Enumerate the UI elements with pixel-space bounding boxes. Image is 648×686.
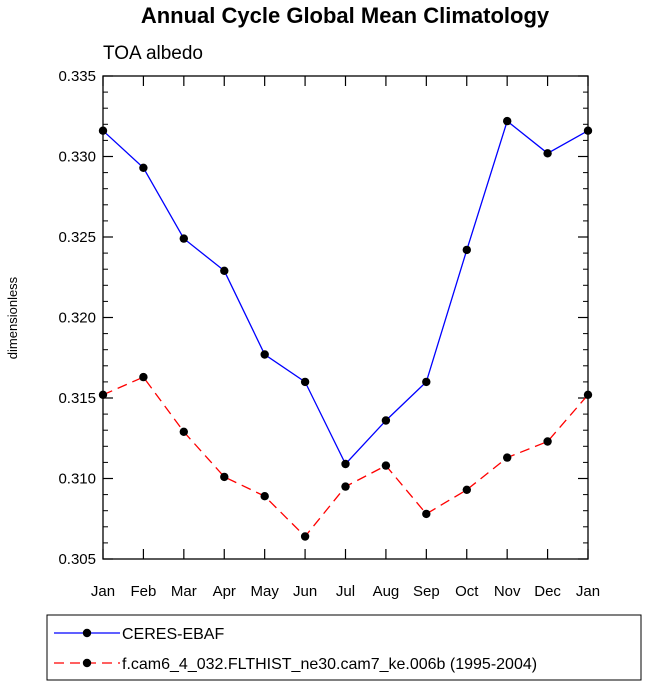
y-tick-label: 0.315 <box>58 390 96 407</box>
series-1-point <box>300 532 310 541</box>
x-tick-label: Oct <box>455 583 479 600</box>
x-tick-label: Aug <box>373 583 400 600</box>
series-1-point <box>220 472 229 482</box>
series-0-point <box>543 149 552 158</box>
series-1-point <box>381 461 391 470</box>
series-0-point <box>179 234 188 243</box>
x-tick-label: May <box>250 583 279 600</box>
series-1-point <box>462 485 471 494</box>
y-tick-label: 0.305 <box>58 551 96 568</box>
x-tick-label: Jun <box>293 583 317 600</box>
series-line-1 <box>102 376 589 538</box>
y-tick-label: 0.335 <box>58 68 96 85</box>
y-tick-label: 0.325 <box>58 229 96 246</box>
series-0-point <box>381 416 391 425</box>
legend-marker-model <box>82 658 92 668</box>
y-tick-label: 0.310 <box>58 471 96 488</box>
series-0-point <box>139 163 148 172</box>
x-tick-label: Jul <box>336 583 355 600</box>
series-1-point <box>341 482 350 491</box>
series-1-point <box>503 453 512 462</box>
legend-box <box>46 614 642 681</box>
y-tick-labels: 0.305 0.310 0.315 0.320 0.325 0.330 0.335 <box>58 68 96 568</box>
y-axis-label: dimensionless <box>5 276 20 359</box>
x-tick-labels: Jan Feb Mar Apr May Jun Jul Aug Sep Oct Nov Dec Jan <box>91 583 600 600</box>
series-1-point <box>179 427 188 436</box>
series-layer <box>98 116 593 541</box>
chart-title: Annual Cycle Global Mean Climatology <box>141 3 550 28</box>
legend: CERES-EBAF f.cam6_4_032.FLTHIST_ne30.cam… <box>46 614 642 681</box>
x-tick-label: Apr <box>213 583 236 600</box>
x-tick-label: Feb <box>130 583 156 600</box>
plot-frame <box>102 75 589 560</box>
x-tick-label: Sep <box>413 583 440 600</box>
series-0-point <box>462 245 471 255</box>
legend-label-ceres: CERES-EBAF <box>122 626 224 643</box>
series-1-point <box>260 492 269 501</box>
chart-subtitle: TOA albedo <box>103 43 203 64</box>
series-0-point <box>220 266 229 275</box>
series-0-point <box>503 116 512 126</box>
x-tick-label: Nov <box>494 583 521 600</box>
x-tick-label: Jan <box>91 583 115 600</box>
legend-label-model: f.cam6_4_032.FLTHIST_ne30.cam7_ke.006b (… <box>122 656 537 673</box>
series-1-point <box>422 509 431 519</box>
series-0-point <box>341 459 350 469</box>
series-0-point <box>422 377 431 387</box>
series-0-point <box>260 350 269 359</box>
x-tick-label: Mar <box>171 583 197 600</box>
series-line-0 <box>102 120 589 466</box>
x-tick-label: Dec <box>534 583 561 600</box>
y-tick-label: 0.320 <box>58 310 96 327</box>
series-1-point <box>139 372 148 382</box>
y-tick-label: 0.330 <box>58 149 96 166</box>
minor-ticks <box>103 91 588 544</box>
legend-marker-ceres <box>82 628 92 638</box>
x-tick-label: Jan <box>576 583 600 600</box>
series-0-point <box>300 377 310 387</box>
series-1-point <box>543 437 552 446</box>
